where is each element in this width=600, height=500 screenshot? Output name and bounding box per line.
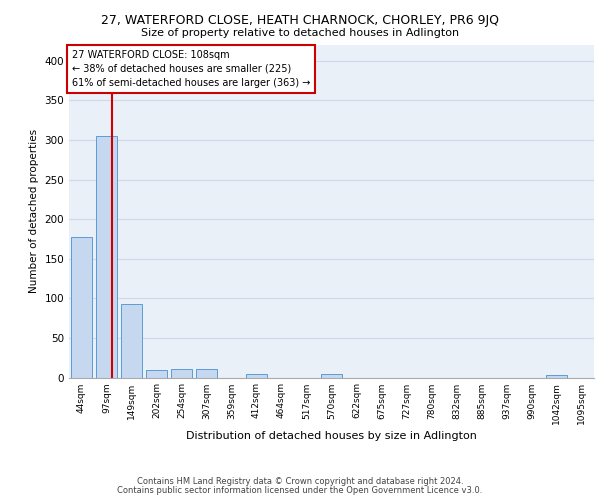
- Bar: [546, 375, 567, 378]
- Y-axis label: Number of detached properties: Number of detached properties: [29, 129, 39, 294]
- Bar: [96, 136, 117, 378]
- Text: Size of property relative to detached houses in Adlington: Size of property relative to detached ho…: [141, 28, 459, 38]
- X-axis label: Distribution of detached houses by size in Adlington: Distribution of detached houses by size …: [186, 432, 477, 442]
- Bar: [246, 374, 267, 378]
- Text: 27, WATERFORD CLOSE, HEATH CHARNOCK, CHORLEY, PR6 9JQ: 27, WATERFORD CLOSE, HEATH CHARNOCK, CHO…: [101, 14, 499, 27]
- Bar: [121, 304, 142, 378]
- Text: 27 WATERFORD CLOSE: 108sqm
← 38% of detached houses are smaller (225)
61% of sem: 27 WATERFORD CLOSE: 108sqm ← 38% of deta…: [71, 50, 310, 88]
- Bar: [146, 370, 167, 378]
- Bar: [196, 369, 217, 378]
- Bar: [171, 369, 192, 378]
- Bar: [321, 374, 342, 378]
- Bar: [71, 236, 92, 378]
- Text: Contains public sector information licensed under the Open Government Licence v3: Contains public sector information licen…: [118, 486, 482, 495]
- Text: Contains HM Land Registry data © Crown copyright and database right 2024.: Contains HM Land Registry data © Crown c…: [137, 477, 463, 486]
